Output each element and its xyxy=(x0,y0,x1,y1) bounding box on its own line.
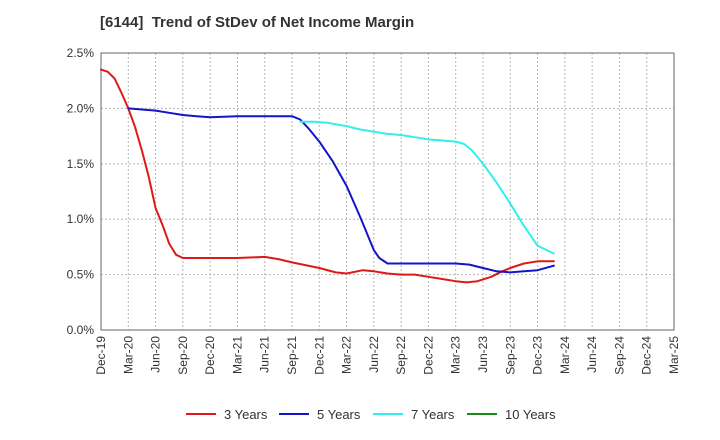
x-tick-label: Dec-21 xyxy=(312,336,326,375)
series-line-7-years xyxy=(299,120,555,255)
legend-item-7-years: 7 Years xyxy=(373,407,455,422)
grid-layer xyxy=(101,53,674,330)
y-tick-label: 2.5% xyxy=(67,46,95,60)
series-line-3-years xyxy=(100,68,555,284)
legend: 3 Years 5 Years 7 Years 10 Years xyxy=(186,407,556,422)
x-tick-label: Jun-22 xyxy=(367,336,381,373)
x-tick-label: Jun-20 xyxy=(149,336,163,373)
legend-item-10-years: 10 Years xyxy=(467,407,556,422)
x-tick-label: Dec-19 xyxy=(94,336,108,375)
y-axis-ticks: 0.0% 0.5% 1.0% 1.5% 2.0% 2.5% xyxy=(67,46,95,337)
x-tick-label: Mar-23 xyxy=(449,336,463,374)
y-tick-label: 1.5% xyxy=(67,157,95,171)
x-tick-label: Sep-21 xyxy=(285,336,299,375)
series-layer xyxy=(100,68,555,284)
x-tick-label: Sep-24 xyxy=(612,336,626,375)
plot-border xyxy=(100,52,675,331)
legend-label: 10 Years xyxy=(505,407,556,422)
x-tick-label: Mar-21 xyxy=(230,336,244,374)
x-axis-ticks: Dec-19 Mar-20 Jun-20 Sep-20 Dec-20 Mar-21 Jun-… xyxy=(94,336,681,375)
series-line-5-years xyxy=(127,107,555,274)
x-tick-label: Dec-23 xyxy=(531,336,545,375)
y-tick-label: 2.0% xyxy=(67,101,95,115)
legend-item-3-years: 3 Years xyxy=(186,407,268,422)
x-tick-label: Jun-24 xyxy=(585,336,599,373)
x-tick-label: Jun-21 xyxy=(258,336,272,373)
x-tick-label: Sep-23 xyxy=(503,336,517,375)
x-tick-label: Mar-20 xyxy=(121,336,135,374)
x-tick-label: Dec-20 xyxy=(203,336,217,375)
x-tick-label: Sep-22 xyxy=(394,336,408,375)
y-tick-label: 1.0% xyxy=(67,212,95,226)
chart-title: [6144] Trend of StDev of Net Income Marg… xyxy=(100,14,415,31)
x-tick-label: Dec-24 xyxy=(640,336,654,375)
x-tick-label: Mar-22 xyxy=(340,336,354,374)
legend-item-5-years: 5 Years xyxy=(279,407,361,422)
y-tick-label: 0.5% xyxy=(67,268,95,282)
x-tick-label: Sep-20 xyxy=(176,336,190,375)
legend-label: 5 Years xyxy=(317,407,361,422)
x-tick-label: Jun-23 xyxy=(476,336,490,373)
y-tick-label: 0.0% xyxy=(67,323,95,337)
x-tick-label: Mar-24 xyxy=(558,336,572,374)
plot-frame xyxy=(100,52,675,331)
legend-label: 7 Years xyxy=(411,407,455,422)
legend-label: 3 Years xyxy=(224,407,268,422)
x-tick-label: Dec-22 xyxy=(421,336,435,375)
x-tick-label: Mar-25 xyxy=(667,336,681,374)
